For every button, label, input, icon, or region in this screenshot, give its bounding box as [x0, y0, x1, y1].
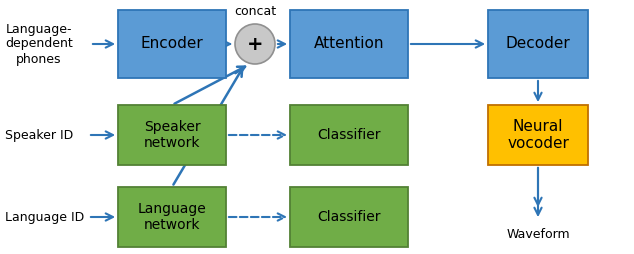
- Text: Classifier: Classifier: [317, 128, 381, 142]
- Text: +: +: [247, 35, 263, 54]
- FancyBboxPatch shape: [118, 187, 226, 247]
- Text: concat: concat: [234, 5, 276, 18]
- Text: Encoder: Encoder: [141, 37, 204, 52]
- Text: Speaker ID: Speaker ID: [5, 129, 74, 141]
- Text: Neural
vocoder: Neural vocoder: [507, 119, 569, 151]
- Text: Language
network: Language network: [138, 202, 207, 232]
- FancyBboxPatch shape: [118, 105, 226, 165]
- Text: Waveform: Waveform: [506, 228, 570, 241]
- FancyBboxPatch shape: [290, 187, 408, 247]
- FancyBboxPatch shape: [290, 105, 408, 165]
- Text: Language ID: Language ID: [5, 211, 84, 224]
- Ellipse shape: [235, 24, 275, 64]
- Text: Language-
dependent
phones: Language- dependent phones: [5, 23, 73, 66]
- FancyBboxPatch shape: [118, 10, 226, 78]
- Text: Classifier: Classifier: [317, 210, 381, 224]
- Text: Decoder: Decoder: [506, 37, 571, 52]
- FancyBboxPatch shape: [290, 10, 408, 78]
- Text: Speaker
network: Speaker network: [144, 120, 200, 150]
- FancyBboxPatch shape: [488, 105, 588, 165]
- Text: Attention: Attention: [314, 37, 384, 52]
- FancyBboxPatch shape: [488, 10, 588, 78]
